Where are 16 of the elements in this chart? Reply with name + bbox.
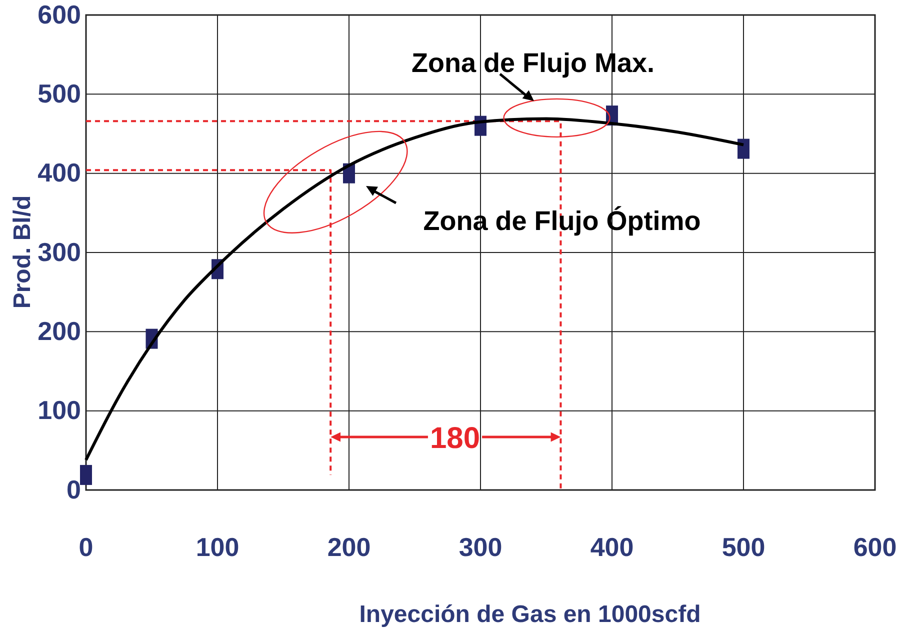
y-tick-label: 300 (38, 236, 81, 267)
x-tick-label: 300 (458, 532, 502, 562)
y-tick-label: 600 (38, 0, 81, 30)
x-tick-label: 600 (853, 532, 897, 562)
x-tick-label: 200 (327, 532, 371, 562)
x-tick-label: 500 (722, 532, 766, 562)
x-axis-title: Inyección de Gas en 1000scfd (359, 601, 701, 628)
annotation: 180 (430, 422, 480, 455)
y-tick-label: 100 (38, 395, 81, 426)
y-tick-label: 400 (38, 158, 81, 188)
y-tick-label: 500 (38, 78, 81, 108)
y-tick-label: 200 (38, 316, 81, 346)
x-tick-label: 400 (590, 532, 634, 562)
x-tick-label: 100 (196, 532, 240, 562)
y-tick-label: 0 (66, 474, 81, 504)
y-axis-title: Prod. Bl/d (9, 195, 36, 309)
